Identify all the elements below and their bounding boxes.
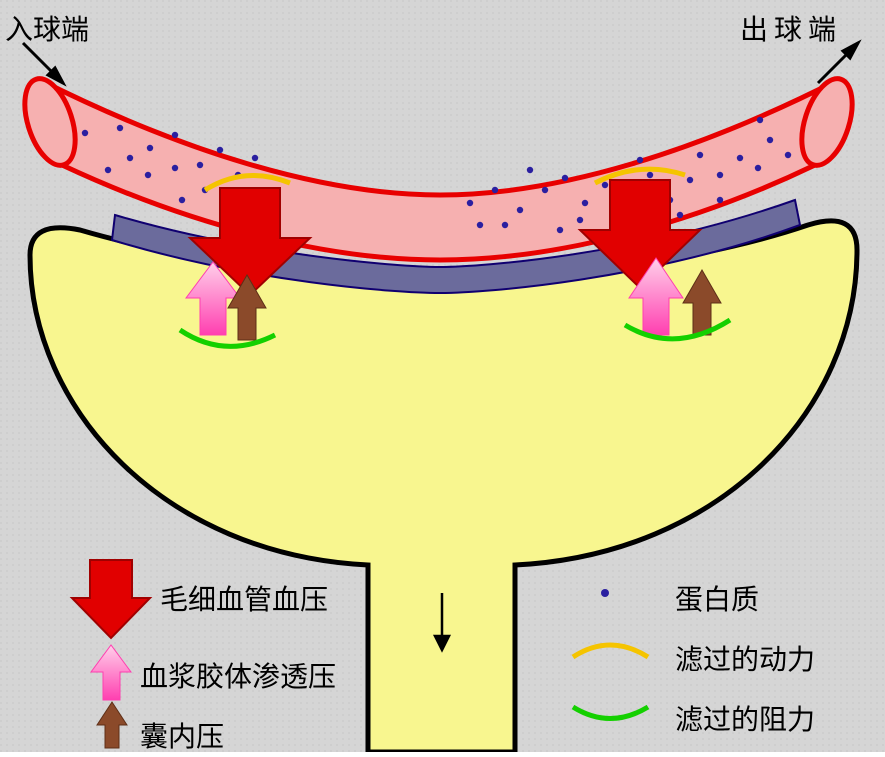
legend-osmotic: 血浆胶体渗透压 [140, 655, 336, 695]
legend-cap-pressure: 毛细血管血压 [160, 578, 328, 618]
legend-protein: 蛋白质 [675, 578, 759, 618]
diagram-canvas: 入球端 出球端 毛细血管血压 血浆胶体渗透压 囊内压 蛋白质 滤过的动力 滤过的… [0, 0, 885, 752]
legend-protein-dot-icon [601, 589, 609, 597]
legend-capsule: 囊内压 [140, 715, 224, 755]
efferent-label: 出球端 [740, 8, 842, 48]
legend-resist: 滤过的阻力 [675, 698, 815, 738]
afferent-label: 入球端 [5, 8, 89, 48]
legend-force: 滤过的动力 [675, 638, 815, 678]
